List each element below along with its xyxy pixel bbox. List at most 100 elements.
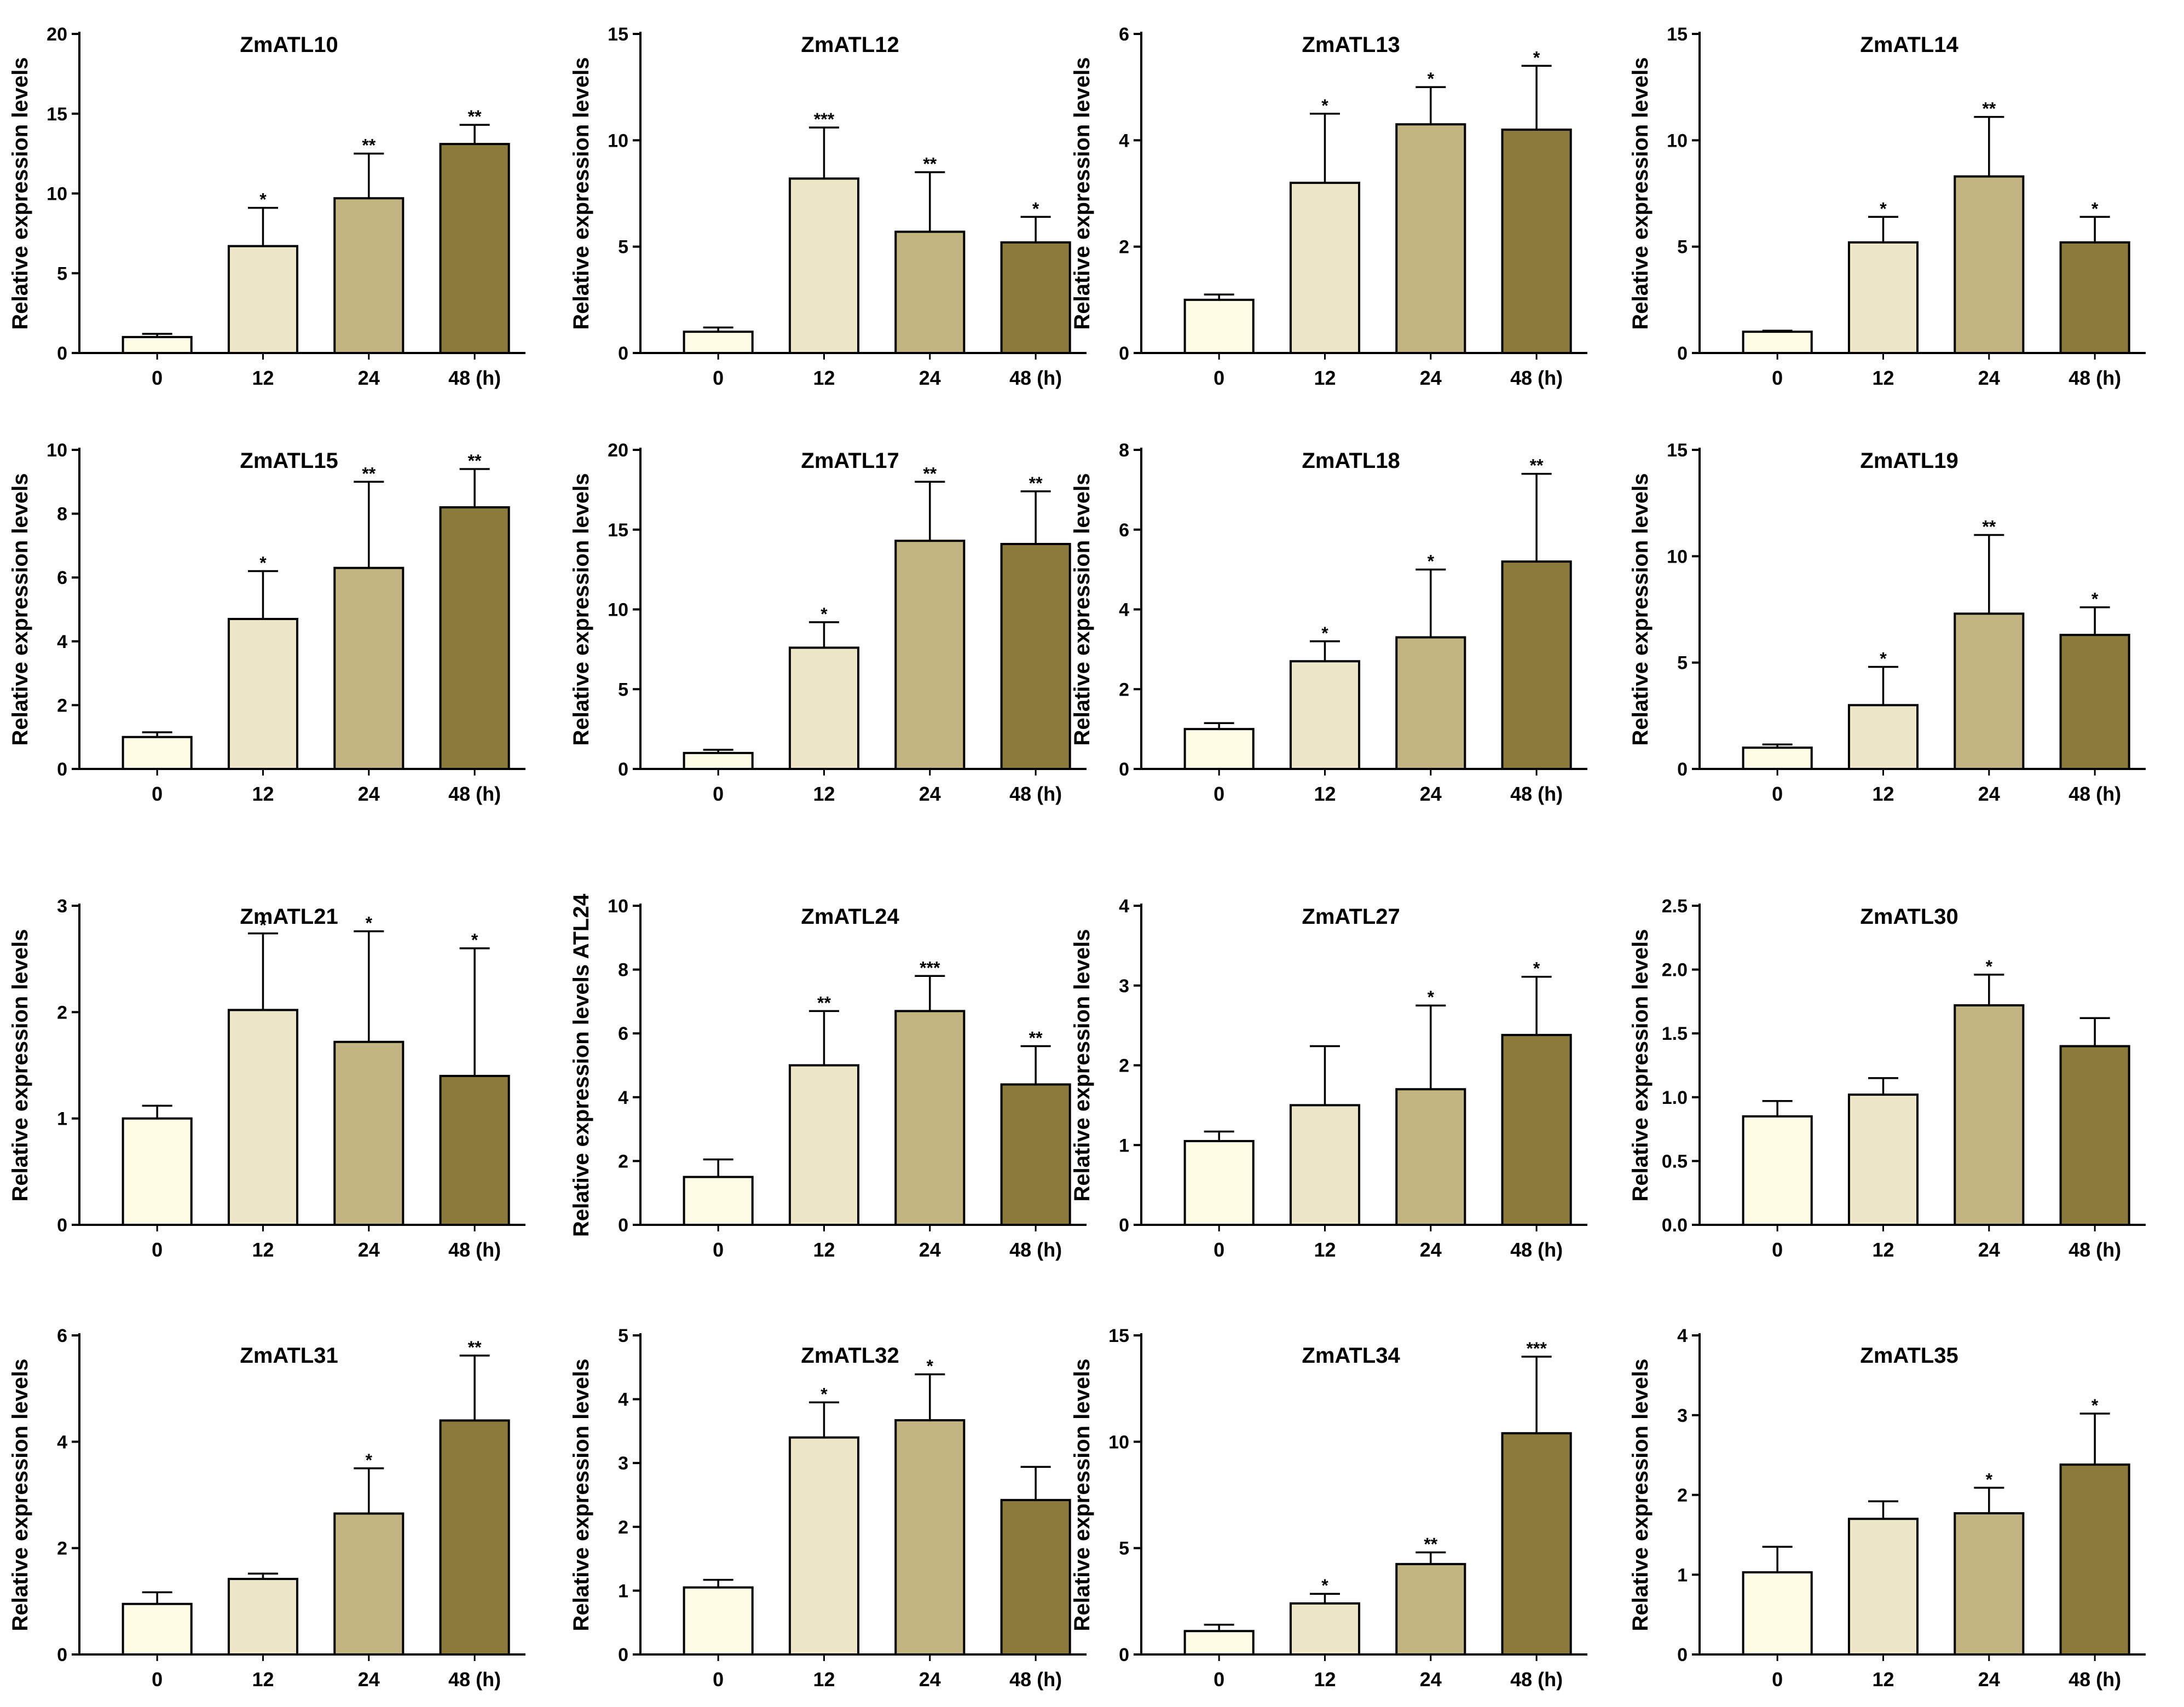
significance-label: ** [1530,456,1544,476]
x-tick-label: 0 [1214,1668,1224,1691]
x-tick-label: 12 [1314,1239,1336,1261]
bar [1000,1083,1071,1226]
y-tick-label: 6 [1119,24,1129,45]
x-tick-label: 24 [358,367,380,389]
bar [2059,241,2130,355]
x-tick-label: 12 [1872,783,1894,805]
panel-title: ZmATL18 [1302,449,1400,473]
y-tick-label: 0 [1119,1645,1129,1665]
x-tick-label: 48 (h) [1510,367,1563,389]
x-tick-label: 12 [1314,783,1336,805]
y-axis-label: Relative expression levels [1628,473,1653,745]
bar [788,1064,860,1226]
bar [1501,1034,1572,1226]
y-tick-label: 0 [1119,759,1129,780]
y-tick-label: 4 [1119,896,1129,917]
bar [788,646,860,770]
y-tick-label: 4 [57,1432,67,1453]
panel-zmatl19: 0 5 10 15 Relative expression levels ZmATL19 0… [1628,440,2146,805]
y-tick-label: 8 [618,960,628,981]
panel-title: ZmATL24 [801,905,899,929]
y-tick-label: 5 [618,679,628,700]
significance-label: * [1428,552,1435,571]
bar [227,1578,299,1656]
x-tick-label: 24 [919,367,941,389]
y-tick-label: 0 [57,1645,67,1665]
y-tick-label: 1.5 [1662,1023,1688,1044]
y-tick-label: 6 [618,1023,628,1044]
x-tick-label: 48 (h) [1009,783,1062,805]
x-tick-label: 0 [1772,1668,1783,1691]
significance-label: * [1032,199,1039,218]
x-tick-label: 24 [1978,1239,2000,1261]
panel-title: ZmATL21 [240,905,338,929]
x-tick-label: 0 [152,1668,163,1691]
y-tick-label: 10 [1667,546,1688,567]
bar [788,1436,860,1656]
x-tick-label: 48 (h) [448,1239,501,1261]
y-tick-label: 0 [1119,343,1129,364]
y-axis-label: Relative expression levels [8,929,32,1201]
bar [122,736,193,770]
y-axis-label: Relative expression levels [569,57,593,329]
bar [1954,612,2025,770]
x-tick-label: 24 [1978,367,2000,389]
significance-label: ** [1029,473,1043,493]
bar [894,230,966,354]
panel-title: ZmATL30 [1860,905,1958,929]
y-axis-label: Relative expression levels ATL24 [569,893,593,1237]
significance-label: * [2091,199,2099,218]
significance-label: * [1986,1469,1993,1489]
x-tick-label: 24 [1420,1668,1442,1691]
x-tick-label: 48 (h) [2069,1239,2121,1261]
y-tick-label: 0 [618,343,628,364]
panel-zmatl17: 0 5 10 15 20 Relative expression levels ZmATL1… [569,440,1087,805]
panel-title: ZmATL32 [801,1344,899,1368]
y-tick-label: 4 [618,1390,628,1410]
x-tick-label: 24 [1420,1239,1442,1261]
bar [1742,1571,1813,1656]
y-tick-label: 20 [608,440,628,461]
x-tick-label: 12 [252,1668,274,1691]
bar [683,331,754,355]
bar [894,1010,966,1226]
significance-label: * [1533,959,1540,979]
y-tick-label: 5 [1677,653,1688,674]
y-tick-label: 0.0 [1662,1215,1688,1236]
y-tick-label: 1 [1677,1565,1688,1586]
y-tick-label: 2 [57,695,67,716]
bar [439,143,510,354]
y-axis-label: Relative expression levels [1070,929,1094,1201]
y-tick-label: 1 [57,1109,67,1130]
y-tick-label: 0 [1677,343,1688,364]
y-tick-label: 0 [618,759,628,780]
bar [2059,1463,2130,1656]
x-tick-label: 48 (h) [1009,1668,1062,1691]
x-tick-label: 12 [813,1239,835,1261]
significance-label: * [1428,69,1435,89]
bar [1289,660,1361,771]
y-tick-label: 15 [47,104,67,125]
x-tick-label: 12 [1314,1668,1336,1691]
x-tick-label: 12 [813,367,835,389]
y-tick-label: 0 [57,1215,67,1236]
y-tick-label: 2 [57,1538,67,1559]
significance-label: * [366,913,373,933]
x-tick-label: 48 (h) [448,1668,501,1691]
bar [894,540,966,771]
bar [1289,182,1361,354]
panel-title: ZmATL19 [1860,449,1958,473]
y-tick-label: 0 [57,759,67,780]
bar [333,1040,405,1226]
bar [1847,704,1919,771]
bar [1847,241,1919,355]
x-tick-label: 12 [252,783,274,805]
significance-label: * [259,553,267,573]
y-tick-label: 2 [1119,679,1129,700]
y-axis-label: Relative expression levels [1628,929,1653,1201]
bar [1395,1563,1466,1656]
x-tick-label: 48 (h) [1510,783,1563,805]
